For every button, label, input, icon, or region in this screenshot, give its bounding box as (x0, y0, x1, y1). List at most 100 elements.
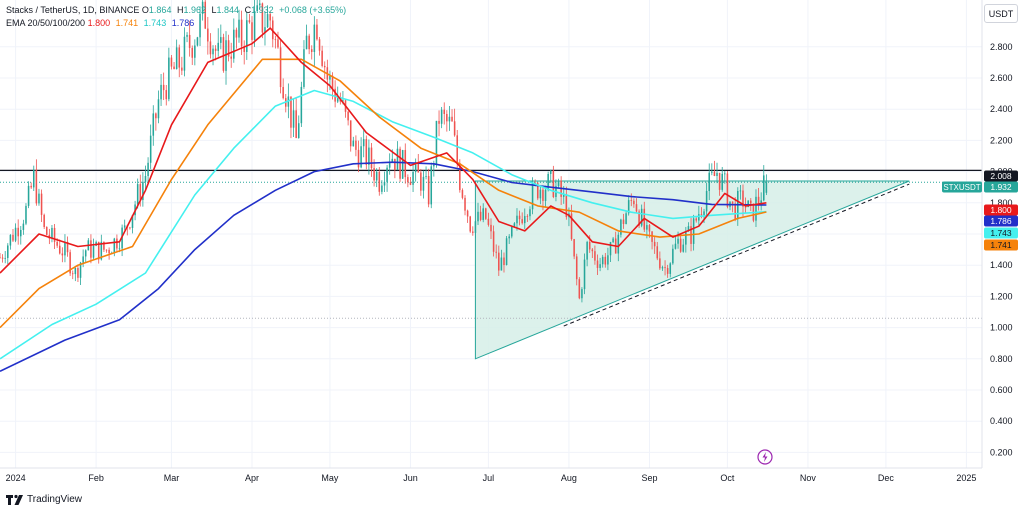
candle-body (357, 149, 360, 168)
candle-body (292, 110, 295, 128)
candle-body (731, 201, 734, 204)
price-axis (982, 0, 1024, 508)
candle-body (705, 190, 708, 212)
candle-body (79, 262, 82, 278)
candle-body (61, 253, 64, 256)
candle-body (495, 251, 497, 253)
candle-body (570, 213, 573, 240)
candle-body (703, 211, 705, 215)
candle-body (38, 193, 40, 204)
time-tick-label: Nov (800, 473, 817, 483)
candle-body (518, 215, 521, 220)
candle-body (64, 241, 66, 256)
candle-body (170, 57, 173, 67)
symbol-title[interactable]: Stacks / TetherUS, 1D, BINANCE (6, 5, 140, 15)
candle-body (500, 257, 503, 271)
dashed-trendline (563, 183, 910, 327)
candle-body (84, 250, 87, 257)
time-tick-label: May (321, 473, 339, 483)
ema50-line (0, 58, 767, 329)
lightning-icon[interactable] (757, 449, 773, 465)
candle-body (479, 211, 482, 220)
candle-body (136, 184, 139, 205)
candle-body (490, 224, 492, 232)
candle-body (461, 190, 464, 198)
candle-body (687, 226, 690, 232)
candle-body (355, 140, 357, 150)
candle-body (207, 28, 209, 42)
candle-body (721, 173, 723, 190)
candle-body (531, 183, 534, 210)
candle-body (755, 196, 757, 221)
candle-body (744, 206, 747, 208)
candle-body (573, 239, 575, 257)
candle-body (303, 49, 305, 87)
candle-body (724, 173, 726, 175)
candle-body (734, 203, 736, 220)
candle-body (617, 234, 620, 254)
time-tick-label: Aug (561, 473, 577, 483)
price-tick-label: 2.200 (990, 135, 1013, 145)
candle-body (22, 223, 25, 230)
candle-body (233, 29, 235, 59)
candle-body (45, 227, 48, 235)
tradingview-logo[interactable]: TradingView (6, 493, 82, 505)
candle-body (508, 236, 510, 239)
tradingview-logo-icon (6, 494, 23, 505)
candle-body (648, 225, 651, 232)
candle-body (466, 210, 469, 217)
candle-body (383, 181, 386, 186)
low-label: L (211, 5, 217, 15)
currency-button[interactable]: USDT (984, 4, 1018, 23)
candle-body (186, 34, 188, 37)
candle-body (0, 257, 1, 259)
candle-body (131, 215, 134, 228)
candle-body (516, 215, 518, 224)
candle-body (246, 20, 248, 52)
time-tick-label: Jul (483, 473, 495, 483)
candle-body (599, 264, 601, 268)
candle-body (386, 167, 388, 182)
candle-body (277, 39, 279, 48)
candle-body (627, 200, 630, 214)
candle-body (201, 1, 204, 14)
candle-body (149, 135, 152, 163)
ema100-value: 1.743 (143, 18, 167, 28)
candle-body (4, 257, 6, 259)
candle-body (17, 227, 19, 237)
price-tick-label: 2.400 (990, 104, 1013, 114)
candle-body (381, 185, 383, 192)
candle-body (612, 238, 614, 243)
price-label-text: 1.743 (990, 228, 1012, 238)
candle-body (596, 260, 599, 268)
ema50-value: 1.741 (115, 18, 139, 28)
candle-body (58, 245, 61, 254)
candle-body (25, 205, 27, 224)
candle-body (56, 241, 58, 246)
candle-body (243, 46, 245, 52)
candle-body (620, 219, 622, 235)
candle-body (82, 256, 84, 263)
candle-body (625, 213, 627, 224)
ema-title[interactable]: EMA 20/50/100/200 (6, 18, 86, 28)
candle-body (222, 37, 225, 71)
candle-body (448, 116, 451, 122)
candle-body (204, 1, 207, 29)
candle-body (323, 65, 326, 68)
candle-body (511, 226, 513, 237)
candle-body (718, 172, 721, 190)
candle-body (105, 249, 108, 251)
low-value: 1.844 (216, 5, 240, 15)
candle-body (456, 135, 459, 164)
candle-body (90, 240, 92, 258)
candle-body (526, 216, 529, 217)
candle-body (547, 173, 549, 190)
candle-body (409, 182, 412, 185)
price-tick-label: 0.200 (990, 447, 1013, 457)
candle-body (391, 158, 394, 162)
price-label-text: 2.008 (990, 171, 1012, 181)
ema20-line (0, 27, 767, 274)
candle-body (214, 48, 217, 51)
candle-body (12, 234, 14, 241)
